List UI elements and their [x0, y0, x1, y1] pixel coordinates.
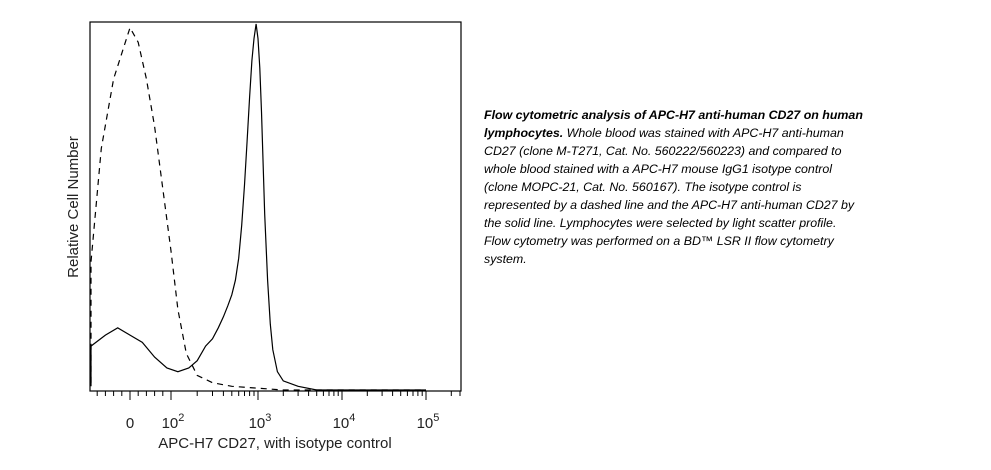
x-tick-label: 105: [417, 412, 440, 432]
figure-caption: Flow cytometric analysis of APC-H7 anti-…: [484, 106, 864, 268]
x-tick-label-exponent: 3: [265, 412, 271, 424]
x-axis-label: APC-H7 CD27, with isotype control: [158, 435, 391, 452]
x-tick-label: 104: [333, 412, 356, 432]
x-tick-label-exponent: 5: [433, 412, 439, 424]
series-layer: [90, 23, 426, 391]
tick-layer: [96, 391, 461, 400]
histogram-chart: 0 102 103 104 105 Relative Cell Number APC-H…: [65, 21, 462, 452]
plot-frame: [89, 21, 462, 392]
y-axis-label: Relative Cell Number: [65, 136, 82, 278]
x-tick-label: 102: [162, 412, 185, 432]
x-tick-label-base: 10: [333, 415, 350, 432]
x-tick-label-base: 0: [126, 415, 134, 432]
x-tick-label: 0: [126, 415, 134, 432]
x-tick-label-base: 10: [417, 415, 434, 432]
caption-title: Flow cytometric analysis of APC-H7 anti-…: [484, 108, 863, 140]
x-tick-label-exponent: 4: [349, 412, 355, 424]
x-tick-label-exponent: 2: [178, 412, 184, 424]
tick-label-layer: 0 102 103 104 105: [126, 412, 440, 432]
series-line-solid: [90, 23, 426, 391]
series-line-dashed: [90, 26, 426, 391]
x-tick-label-base: 10: [162, 415, 179, 432]
x-tick-label: 103: [249, 412, 272, 432]
caption-body: Whole blood was stained with APC-H7 anti…: [484, 126, 855, 266]
x-tick-label-base: 10: [249, 415, 266, 432]
